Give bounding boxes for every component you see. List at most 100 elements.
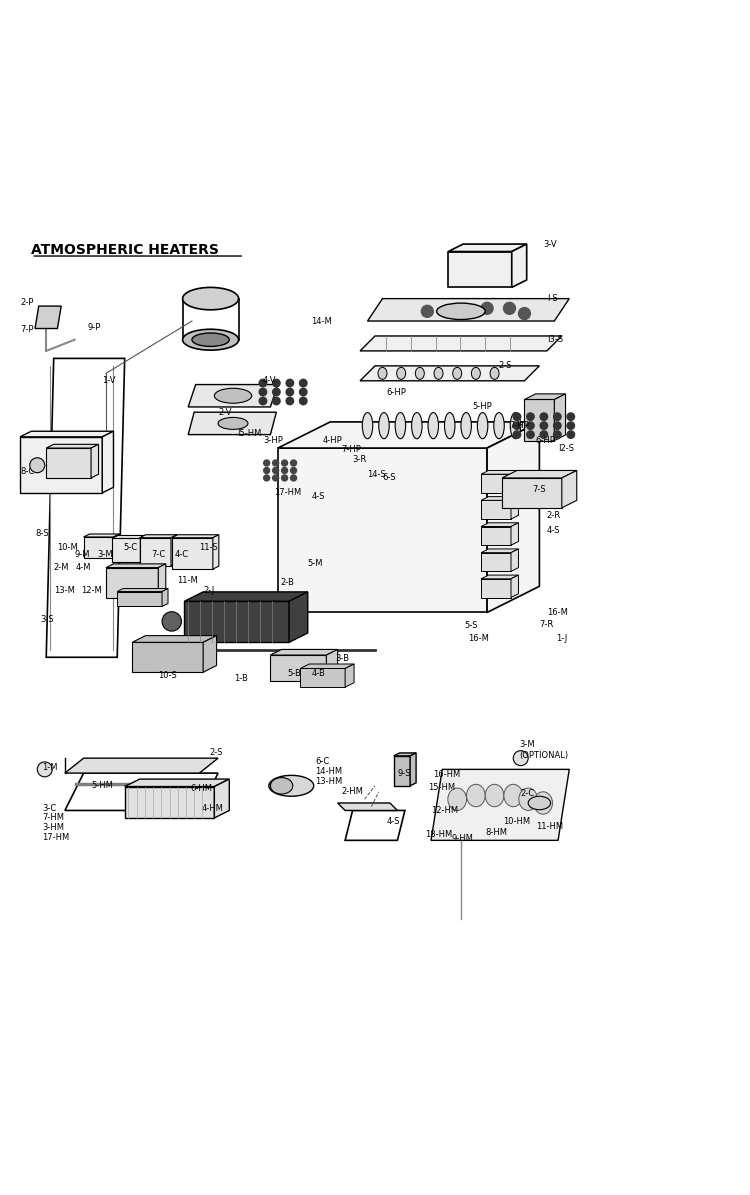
Ellipse shape: [510, 412, 520, 439]
Circle shape: [526, 413, 534, 421]
Polygon shape: [102, 431, 113, 492]
Polygon shape: [184, 592, 308, 601]
Polygon shape: [188, 385, 278, 407]
Polygon shape: [278, 448, 487, 613]
Text: 5-HP: 5-HP: [472, 403, 492, 411]
Text: 6-HP: 6-HP: [386, 387, 406, 397]
Text: 1-J: 1-J: [556, 635, 567, 643]
Text: 8-S: 8-S: [35, 529, 49, 539]
Circle shape: [273, 388, 280, 396]
Polygon shape: [448, 244, 526, 251]
Polygon shape: [481, 578, 511, 598]
Circle shape: [290, 460, 296, 466]
Text: 3-HM: 3-HM: [43, 823, 64, 832]
Circle shape: [273, 460, 278, 466]
Text: 4-HP: 4-HP: [322, 436, 343, 445]
Text: 7-P: 7-P: [20, 325, 34, 335]
Text: 2-M: 2-M: [54, 563, 69, 572]
Polygon shape: [394, 753, 416, 756]
Polygon shape: [213, 534, 219, 569]
Circle shape: [273, 474, 278, 480]
Polygon shape: [20, 437, 102, 492]
Text: 4-C: 4-C: [175, 550, 189, 558]
Circle shape: [286, 397, 293, 405]
Text: I2-S: I2-S: [558, 443, 574, 453]
Text: 16-M: 16-M: [469, 635, 489, 643]
Polygon shape: [158, 564, 166, 598]
Ellipse shape: [271, 778, 292, 793]
Polygon shape: [338, 803, 398, 810]
Ellipse shape: [504, 784, 523, 807]
Polygon shape: [124, 779, 230, 786]
Polygon shape: [112, 535, 146, 539]
Circle shape: [38, 762, 52, 777]
Polygon shape: [481, 527, 511, 545]
Circle shape: [273, 467, 278, 473]
Text: 2-C: 2-C: [520, 789, 535, 798]
Text: 7-S: 7-S: [532, 485, 545, 494]
Polygon shape: [481, 522, 518, 527]
Circle shape: [281, 467, 287, 473]
Text: 18-HM: 18-HM: [425, 829, 452, 839]
Circle shape: [526, 431, 534, 439]
Text: 3-S: 3-S: [40, 615, 54, 625]
Ellipse shape: [269, 776, 314, 796]
Ellipse shape: [379, 412, 389, 439]
Text: 9-P: 9-P: [87, 323, 100, 331]
Text: 6-S: 6-S: [382, 473, 396, 483]
Circle shape: [299, 397, 307, 405]
Ellipse shape: [395, 412, 406, 439]
Ellipse shape: [428, 412, 439, 439]
Ellipse shape: [397, 367, 406, 379]
Circle shape: [260, 397, 267, 405]
Circle shape: [503, 302, 515, 314]
Circle shape: [513, 422, 520, 429]
Polygon shape: [278, 422, 539, 448]
Text: 5-C: 5-C: [123, 543, 137, 552]
Text: 3-B: 3-B: [335, 655, 350, 663]
Polygon shape: [117, 588, 168, 592]
Circle shape: [264, 467, 270, 473]
Polygon shape: [360, 366, 539, 381]
Text: 5-B: 5-B: [287, 669, 302, 679]
Text: 14-S: 14-S: [368, 470, 386, 479]
Ellipse shape: [494, 412, 504, 439]
Circle shape: [286, 388, 293, 396]
Circle shape: [554, 413, 561, 421]
Ellipse shape: [528, 796, 550, 810]
Ellipse shape: [445, 412, 455, 439]
Polygon shape: [106, 568, 158, 598]
Text: 4-S: 4-S: [387, 817, 400, 826]
Text: 4-S: 4-S: [311, 492, 325, 501]
Polygon shape: [140, 535, 146, 563]
Polygon shape: [132, 636, 217, 643]
Polygon shape: [271, 655, 326, 681]
Polygon shape: [487, 422, 539, 613]
Polygon shape: [511, 522, 518, 545]
Polygon shape: [511, 549, 518, 571]
Polygon shape: [46, 445, 98, 448]
Ellipse shape: [534, 792, 553, 814]
Circle shape: [290, 467, 296, 473]
Text: 6-HP: 6-HP: [536, 436, 556, 445]
Polygon shape: [117, 592, 162, 607]
Ellipse shape: [472, 367, 480, 379]
Polygon shape: [300, 668, 345, 687]
Text: 3-HP: 3-HP: [263, 436, 283, 445]
Polygon shape: [410, 753, 416, 786]
Circle shape: [264, 460, 270, 466]
Text: 8-HM: 8-HM: [485, 828, 508, 836]
Polygon shape: [91, 445, 98, 478]
Text: 16-M: 16-M: [547, 608, 568, 617]
Circle shape: [299, 388, 307, 396]
Ellipse shape: [362, 412, 373, 439]
Circle shape: [290, 474, 296, 480]
Polygon shape: [326, 649, 338, 681]
Text: 11-HM: 11-HM: [536, 822, 562, 832]
Text: 3-C: 3-C: [43, 804, 57, 813]
Text: 5-M: 5-M: [308, 559, 323, 569]
Polygon shape: [481, 471, 518, 474]
Circle shape: [273, 379, 280, 387]
Polygon shape: [271, 649, 338, 655]
Polygon shape: [113, 534, 119, 558]
